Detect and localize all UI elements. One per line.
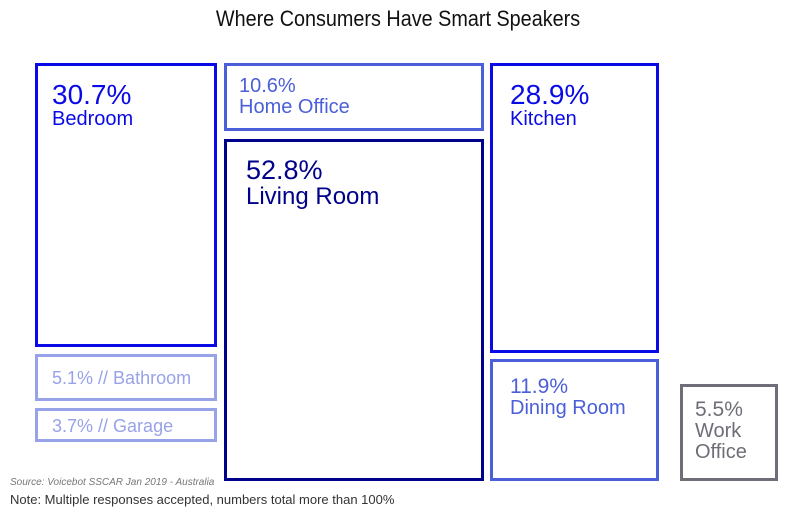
tile-bathroom: 5.1% // Bathroom [35, 354, 217, 401]
tile-value: 28.9% [510, 79, 590, 110]
separator: // [93, 416, 114, 436]
separator: // [93, 368, 114, 388]
tile-value: 3.7% [52, 416, 94, 436]
tile-kitchen: 28.9% Kitchen [490, 63, 659, 353]
tile-home-office: 10.6% Home Office [224, 63, 484, 131]
tile-label: Kitchen [510, 108, 577, 131]
tile-living-room: 52.8% Living Room [224, 139, 484, 481]
tile-value: 52.8% [246, 155, 323, 185]
tile-label: Bathroom [113, 368, 192, 388]
tile-value: 5.1% [52, 368, 94, 388]
tile-value: 30.7% [52, 79, 132, 110]
tile-label: Work Office [695, 420, 747, 464]
chart-title: Where Consumers Have Smart Speakers [215, 6, 581, 31]
tile-label: Home Office [239, 96, 350, 118]
tile-value-label: 5.1% // Bathroom [52, 369, 200, 388]
tile-value-label: 3.7% // Garage [52, 417, 200, 436]
tile-value: 11.9% [510, 375, 568, 398]
tile-work-office: 5.5% Work Office [680, 384, 778, 481]
tile-dining-room: 11.9% Dining Room [490, 359, 659, 481]
tile-label: Dining Room [510, 397, 626, 420]
tile-label: Garage [113, 416, 174, 436]
tile-value: 10.6% [239, 75, 296, 97]
source-note: Source: Voicebot SSCAR Jan 2019 - Austra… [10, 477, 215, 488]
tile-label: Living Room [246, 183, 380, 211]
tile-value: 5.5% [695, 398, 743, 421]
tile-bedroom: 30.7% Bedroom [35, 63, 217, 347]
tile-label: Bedroom [52, 108, 134, 131]
tile-garage: 3.7% // Garage [35, 408, 217, 442]
footnote: Note: Multiple responses accepted, numbe… [10, 492, 395, 507]
